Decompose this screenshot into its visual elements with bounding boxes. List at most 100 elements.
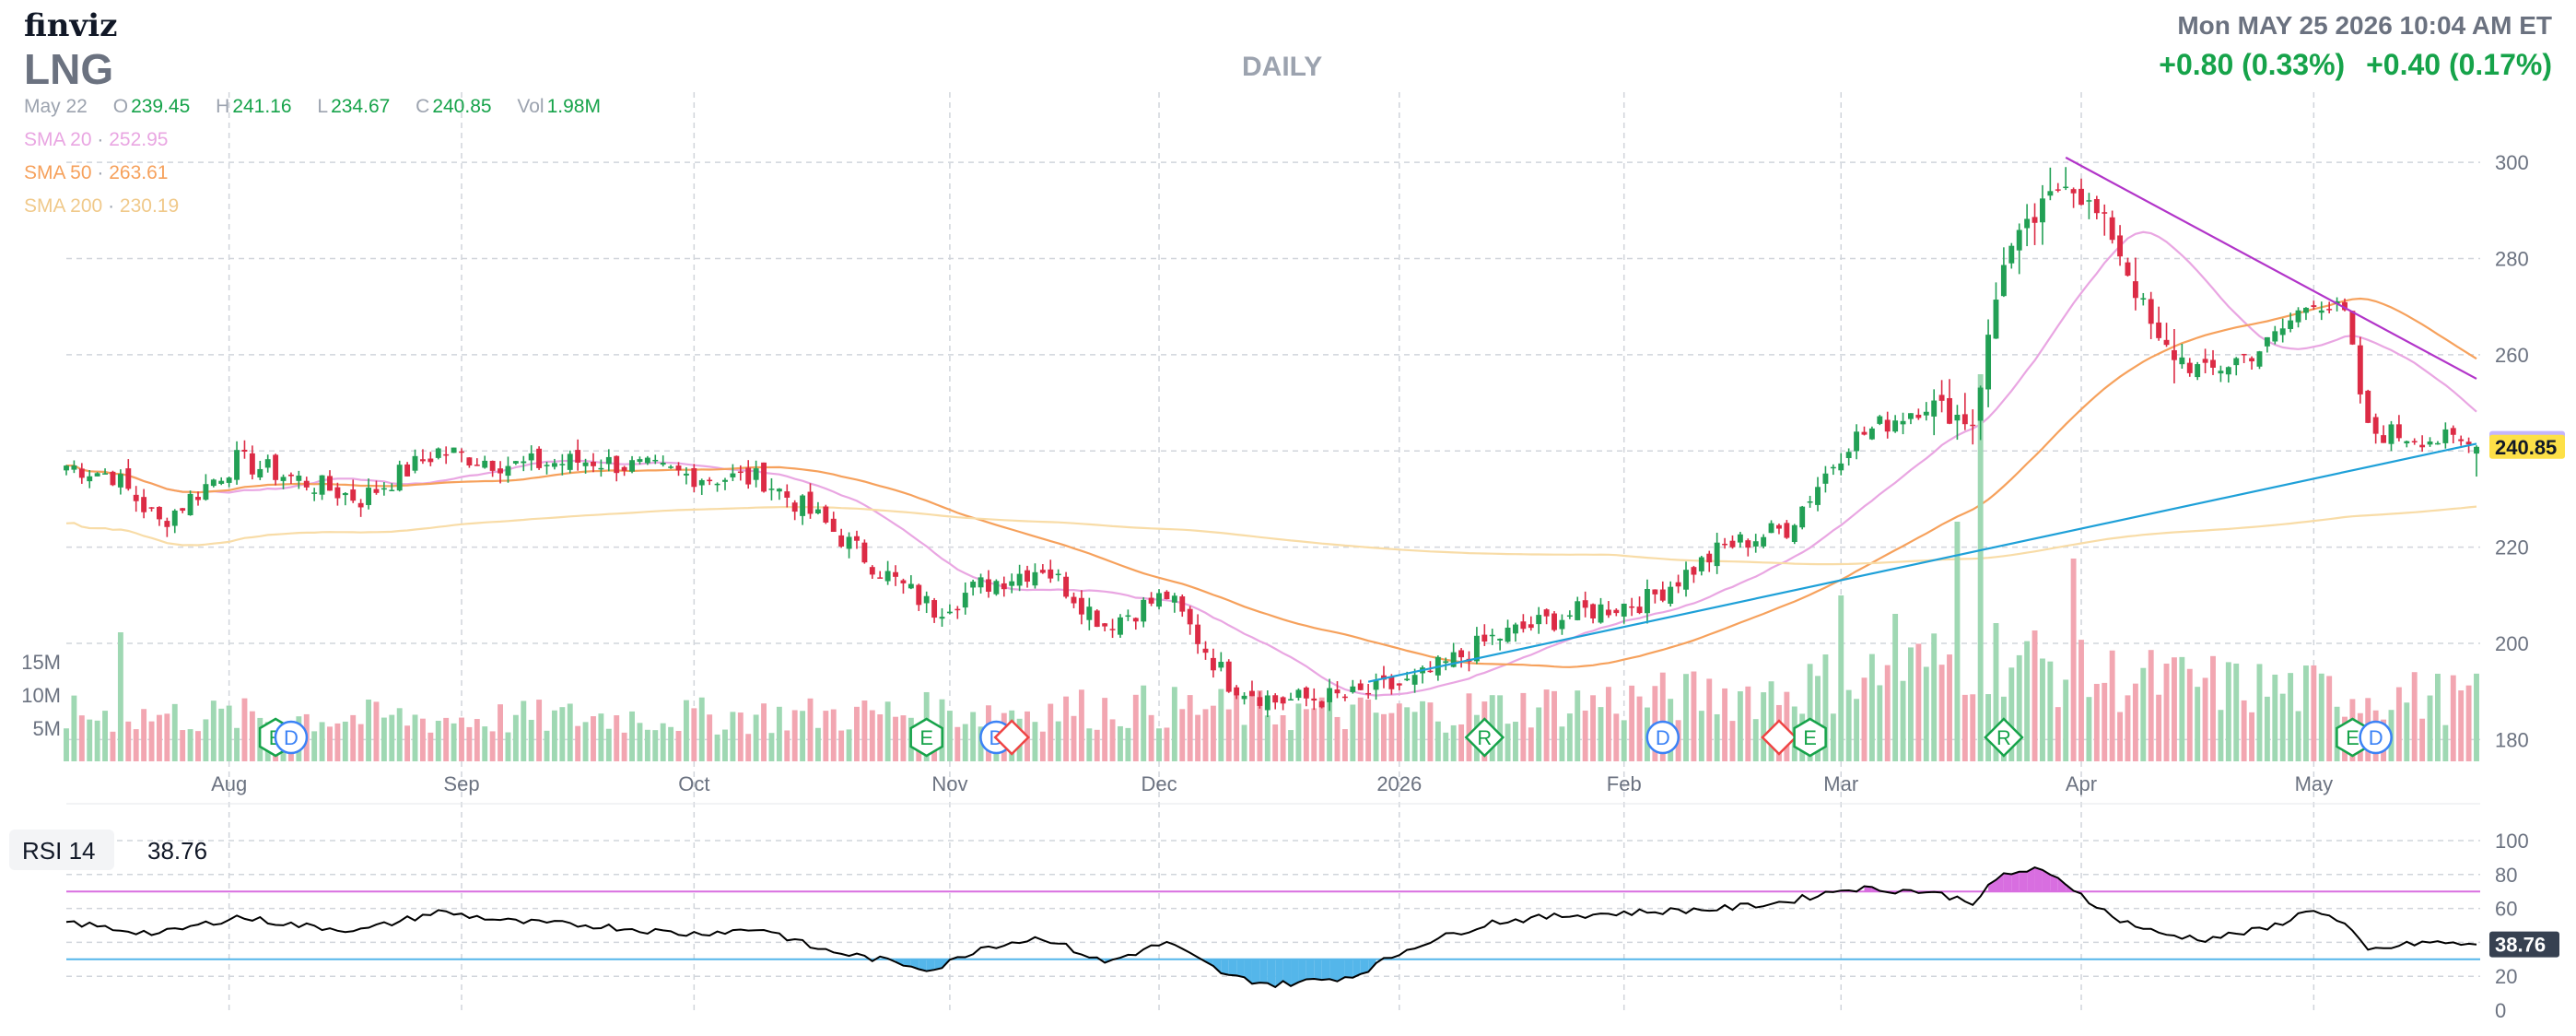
- candle-down: [2109, 217, 2115, 241]
- rsi-label-box[interactable]: [9, 830, 114, 870]
- candle-down: [1001, 583, 1007, 590]
- candle-up: [1908, 413, 1914, 419]
- rsi-overbought-fill: [2019, 871, 2028, 892]
- trendline-0[interactable]: [2065, 156, 2477, 380]
- candle-down: [869, 567, 875, 575]
- volume-bar: [1257, 690, 1263, 761]
- volume-bar: [187, 729, 193, 761]
- candle-up: [1404, 678, 1411, 681]
- volume-bar: [1691, 671, 1697, 761]
- volume-bar: [644, 729, 650, 761]
- volume-bar: [1745, 686, 1751, 761]
- dividend-marker[interactable]: [2359, 720, 2393, 755]
- candle-up: [87, 476, 93, 482]
- volume-bar: [1148, 714, 1154, 761]
- candle-up: [753, 468, 759, 480]
- candle-down: [273, 454, 279, 480]
- volume-bar: [1466, 693, 1472, 761]
- ohlc-date: May 22: [24, 96, 88, 117]
- candle-up: [1598, 604, 1604, 623]
- candle-down: [466, 457, 473, 465]
- earnings-marker[interactable]: [1793, 717, 1827, 758]
- rating-marker[interactable]: [1984, 717, 2024, 758]
- volume-bar: [1752, 719, 1759, 761]
- candle-up: [907, 583, 914, 589]
- volume-bar: [1171, 687, 1177, 761]
- candle-down: [893, 571, 898, 577]
- candle-down: [1257, 697, 1263, 706]
- volume-bar: [2032, 630, 2038, 761]
- candle-down: [1164, 591, 1170, 600]
- volume-bar: [823, 711, 829, 761]
- volume-bar: [148, 721, 155, 761]
- rating-marker[interactable]: [1464, 717, 1505, 758]
- candle-down: [2102, 212, 2108, 214]
- earnings-marker-letter: E: [2346, 726, 2359, 749]
- volume-bar: [637, 723, 643, 761]
- volume-bar: [474, 719, 480, 761]
- sma50-legend[interactable]: SMA 50 · 263.61: [24, 162, 168, 184]
- rsi-oversold-fill: [1314, 959, 1322, 981]
- volume-bar: [2132, 683, 2138, 761]
- volume-bar: [2434, 673, 2441, 761]
- candle-down: [303, 480, 310, 488]
- finviz-logo[interactable]: finviz: [24, 7, 118, 44]
- price-tick-label: 180: [2495, 728, 2529, 751]
- split-marker[interactable]: [993, 719, 1030, 756]
- earnings-marker[interactable]: [909, 717, 943, 758]
- volume-bar: [1714, 713, 1720, 761]
- volume-bar: [1318, 697, 1325, 761]
- candle-up: [2195, 364, 2201, 378]
- candle-down: [78, 468, 85, 478]
- event-markers[interactable]: EDEDRDERED: [258, 717, 2393, 758]
- sma20-legend[interactable]: SMA 20 · 252.95: [24, 129, 168, 151]
- candle-down: [2365, 390, 2371, 423]
- rsi-oversold-fill: [1321, 959, 1330, 981]
- sma200-legend[interactable]: SMA 200 · 230.19: [24, 195, 179, 218]
- candle-up: [1621, 603, 1627, 617]
- volume-bar: [605, 728, 612, 761]
- volume-bar: [2419, 718, 2426, 761]
- candle-down: [900, 580, 907, 583]
- candle-up: [1645, 589, 1650, 614]
- trendline-1[interactable]: [1367, 442, 2477, 683]
- candle-up: [551, 463, 557, 467]
- dividend-marker-letter: D: [1656, 726, 1670, 749]
- candle-down: [1195, 624, 1201, 644]
- dividend-marker[interactable]: [274, 720, 309, 755]
- volume-bar: [1598, 707, 1604, 761]
- candle-down: [1961, 414, 1968, 425]
- split-marker[interactable]: [1761, 719, 1797, 756]
- candle-down: [2093, 199, 2100, 214]
- rsi-oversold-fill: [1337, 959, 1345, 982]
- time-tick-label: 2026: [1376, 772, 1422, 795]
- rsi-overbought-fill: [2042, 869, 2051, 892]
- volume-bar: [1683, 674, 1689, 761]
- volume-bar: [528, 719, 534, 761]
- candle-up: [1931, 400, 1938, 417]
- volume-bar: [854, 706, 860, 761]
- trendlines[interactable]: [1367, 156, 2477, 683]
- rsi-oversold-fill: [1212, 959, 1222, 973]
- candle-down: [489, 460, 496, 471]
- volume-bar: [1187, 695, 1193, 761]
- volume-label: Vol: [517, 96, 544, 117]
- candle-up: [605, 456, 612, 465]
- candle-down: [2419, 444, 2426, 448]
- low-value: 234.67: [331, 96, 391, 117]
- time-tick-label: Nov: [931, 772, 967, 795]
- candle-up: [923, 595, 930, 604]
- close-label: C: [416, 96, 430, 117]
- volume-bar: [2070, 559, 2077, 761]
- rsi-oversold-fill: [1306, 959, 1315, 980]
- change-extended: +0.40 (0.17%): [2366, 48, 2552, 81]
- candle-up: [2063, 186, 2069, 189]
- rsi-tick-label: 80: [2495, 864, 2517, 887]
- candle-down: [141, 497, 147, 512]
- candle-up: [1807, 500, 1813, 503]
- candle-down: [180, 508, 186, 512]
- dividend-marker[interactable]: [1645, 720, 1680, 755]
- candle-down: [2156, 322, 2162, 338]
- candle-up: [1505, 627, 1511, 642]
